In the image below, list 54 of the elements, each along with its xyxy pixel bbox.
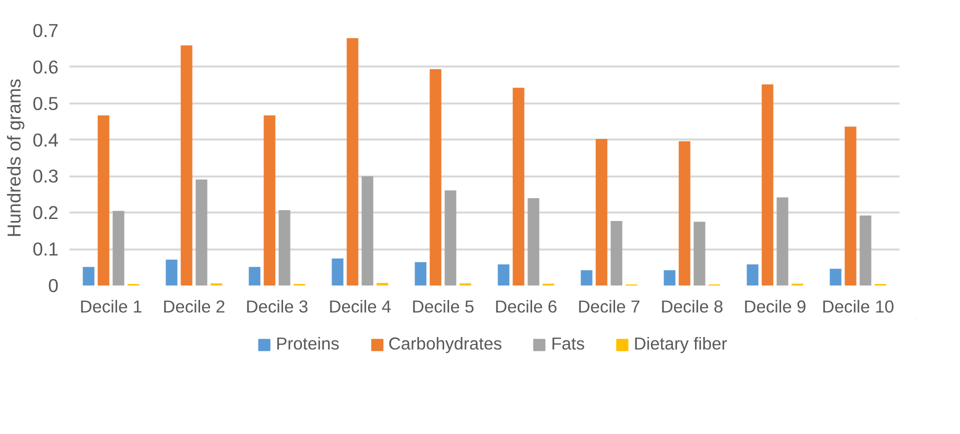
bar [248, 266, 260, 286]
x-tick-label: Decile 10 [822, 296, 894, 316]
bar [112, 210, 124, 286]
legend-label: Proteins [276, 334, 340, 354]
bar [844, 126, 856, 286]
y-tick-label: 0.7 [32, 20, 59, 41]
bar [528, 198, 540, 286]
bar [414, 262, 426, 286]
y-tick-label: 0.2 [32, 202, 59, 224]
y-tick-label: 0.4 [32, 129, 59, 150]
x-tick-label: Decile 5 [412, 296, 474, 316]
bar [332, 258, 344, 286]
bar [762, 84, 774, 286]
bar [596, 139, 608, 286]
x-tick-label: Decile 7 [578, 296, 640, 316]
bar [444, 190, 456, 286]
bar [278, 210, 290, 286]
legend-label: Carbohydrates [388, 334, 502, 354]
y-axis-title: Hundreds of grams [4, 78, 25, 238]
bar [180, 45, 192, 286]
bar [498, 264, 510, 286]
x-tick-label: Decile 3 [246, 296, 308, 316]
bar [196, 179, 208, 286]
bar [776, 197, 788, 286]
bar [82, 266, 94, 286]
bar [166, 260, 178, 286]
bar [512, 88, 524, 286]
bar [678, 141, 690, 286]
bar [580, 270, 592, 286]
y-tick-label: 0.5 [32, 92, 59, 114]
bar [98, 115, 110, 286]
bar [264, 115, 276, 286]
bar [746, 264, 758, 286]
y-tick-label: 0.3 [32, 166, 59, 187]
legend-label: Fats [551, 334, 585, 354]
bar [610, 221, 622, 286]
y-tick-label: 0.6 [32, 56, 59, 78]
x-tick-label: Decile 6 [494, 296, 558, 316]
bar [830, 268, 842, 286]
x-tick-label: Decile 9 [744, 296, 806, 316]
y-tick-label: 0 [48, 275, 59, 296]
bar [430, 69, 442, 286]
bar [346, 38, 358, 286]
x-tick-label: Decile 1 [80, 296, 142, 316]
bar [376, 282, 388, 286]
bar [694, 222, 706, 286]
bar [860, 216, 872, 286]
y-tick-label: 0.1 [32, 238, 59, 260]
bar [664, 270, 676, 286]
legend-label: Dietary fiber [634, 334, 728, 354]
x-tick-label: Decile 8 [660, 296, 724, 316]
x-tick-label: Decile 4 [328, 296, 392, 316]
bar [362, 176, 374, 286]
x-tick-label: Decile 2 [162, 296, 226, 316]
